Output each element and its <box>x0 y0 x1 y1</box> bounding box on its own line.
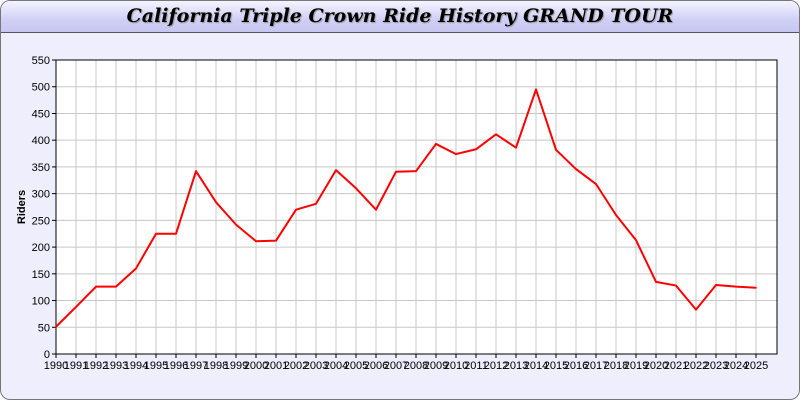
x-tick-label: 2019 <box>624 360 648 372</box>
x-tick-label: 2007 <box>384 360 408 372</box>
data-point <box>395 170 397 173</box>
chart-title: California Triple Crown Ride History GRA… <box>126 5 674 27</box>
data-point <box>275 239 277 242</box>
x-tick-label: 1999 <box>224 360 248 372</box>
x-tick-label: 2003 <box>304 360 328 372</box>
data-point <box>355 187 357 190</box>
y-axis-label: Riders <box>16 190 28 224</box>
data-point <box>135 267 137 270</box>
x-tick-label: 2006 <box>364 360 388 372</box>
y-tick-label: 250 <box>32 215 50 227</box>
x-tick-label: 1991 <box>64 360 88 372</box>
x-tick-label: 1990 <box>44 360 68 372</box>
x-tick-label: 2021 <box>664 360 688 372</box>
x-tick-label: 1992 <box>84 360 108 372</box>
data-point <box>255 240 257 243</box>
x-tick-label: 2024 <box>724 360 748 372</box>
data-point <box>375 208 377 211</box>
y-tick-label: 50 <box>38 322 50 334</box>
x-tick-label: 1995 <box>144 360 168 372</box>
data-point <box>195 170 197 172</box>
data-point <box>75 306 77 308</box>
x-tick-label: 2015 <box>544 360 568 372</box>
x-tick-label: 2014 <box>524 360 548 372</box>
data-point <box>415 170 417 172</box>
x-tick-label: 1994 <box>124 360 148 372</box>
x-tick-label: 2025 <box>744 360 768 372</box>
data-point <box>575 168 577 170</box>
x-tick-label: 2005 <box>344 360 368 372</box>
y-tick-label: 550 <box>32 55 50 67</box>
x-tick-label: 2004 <box>324 360 348 372</box>
data-point <box>115 285 117 288</box>
plot-border <box>55 59 778 355</box>
x-tick-label: 1996 <box>164 360 188 372</box>
y-tick-label: 300 <box>32 189 50 201</box>
data-point <box>675 284 677 287</box>
y-tick-label: 150 <box>32 269 50 281</box>
y-tick-label: 350 <box>32 162 50 174</box>
data-point <box>595 183 597 185</box>
data-point <box>295 208 297 211</box>
data-point <box>435 143 437 145</box>
data-point <box>235 223 237 226</box>
data-point <box>155 232 157 235</box>
x-tick-label: 2002 <box>284 360 308 372</box>
title-bar: California Triple Crown Ride History GRA… <box>1 1 799 33</box>
data-point <box>715 284 717 286</box>
x-tick-label: 2010 <box>444 360 468 372</box>
x-tick-label: 2012 <box>484 360 508 372</box>
x-tick-label: 2013 <box>504 360 528 372</box>
x-tick-label: 1998 <box>204 360 228 372</box>
data-point <box>215 201 217 203</box>
data-point <box>655 281 657 283</box>
data-point <box>335 169 337 171</box>
x-tick-label: 2023 <box>704 360 728 372</box>
y-tick-label: 200 <box>32 242 50 254</box>
series-line <box>55 88 757 328</box>
x-tick-label: 2020 <box>644 360 668 372</box>
data-point <box>55 325 57 328</box>
data-point <box>455 153 457 155</box>
x-tick-label: 1993 <box>104 360 128 372</box>
data-point <box>555 149 557 151</box>
data-point <box>695 308 697 311</box>
x-tick-label: 2022 <box>684 360 708 372</box>
y-tick-label: 100 <box>32 296 50 308</box>
data-point <box>615 214 617 216</box>
y-tick-label: 450 <box>32 108 50 120</box>
x-tick-label: 2016 <box>564 360 588 372</box>
y-tick-label: 400 <box>32 135 50 147</box>
data-point <box>515 146 517 149</box>
data-point <box>735 285 737 288</box>
x-tick-label: 1997 <box>184 360 208 372</box>
x-tick-label: 2001 <box>264 360 288 372</box>
data-point <box>475 148 477 151</box>
x-tick-label: 2008 <box>404 360 428 372</box>
y-tick-label: 500 <box>32 82 50 94</box>
x-tick-label: 2000 <box>244 360 268 372</box>
y-tick-label: 0 <box>44 349 50 361</box>
data-point <box>755 286 757 289</box>
data-point <box>635 239 637 241</box>
data-point <box>175 232 177 235</box>
x-tick-label: 2011 <box>464 360 488 372</box>
x-tick-label: 2009 <box>424 360 448 372</box>
data-point <box>95 285 97 288</box>
data-point <box>495 133 497 136</box>
x-tick-label: 2018 <box>604 360 628 372</box>
data-point <box>535 88 537 91</box>
x-tick-label: 2017 <box>584 360 608 372</box>
data-point <box>315 202 317 205</box>
